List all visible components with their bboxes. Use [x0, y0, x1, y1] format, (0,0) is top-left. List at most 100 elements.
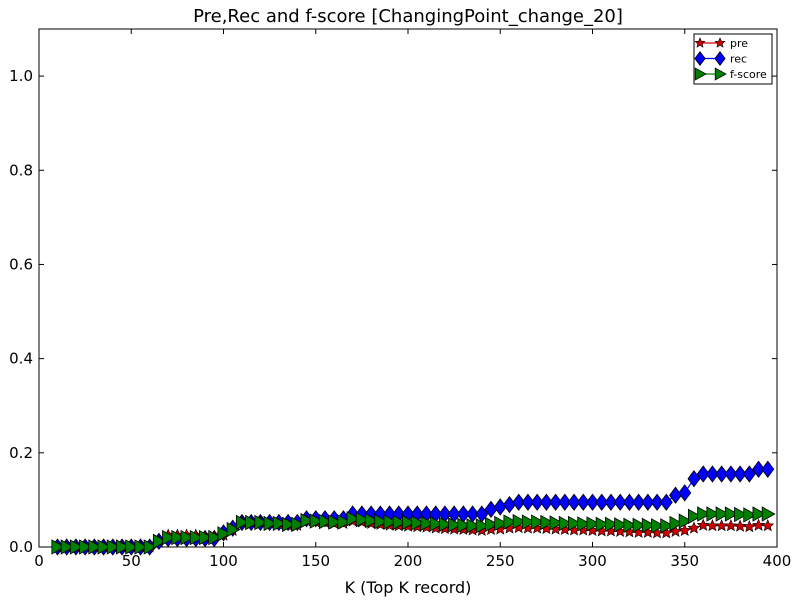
legend-label: pre [730, 37, 748, 50]
data-point-f-score [641, 517, 656, 534]
data-point-f-score [568, 515, 582, 532]
data-point-f-score [577, 516, 592, 532]
data-point-f-score [687, 508, 702, 525]
data-point-f-score [272, 515, 287, 532]
data-point-pre [761, 519, 775, 532]
data-point-rec [696, 465, 710, 483]
data-point-f-score [60, 539, 75, 555]
data-point-f-score [365, 512, 379, 529]
data-point-f-score [51, 539, 66, 555]
data-point-rec [512, 493, 526, 511]
data-point-f-score [457, 517, 472, 534]
legend: pre rec f-score [693, 33, 773, 85]
legend-marker-pre [714, 37, 726, 48]
data-point-f-score [374, 513, 389, 530]
data-point-f-score [226, 521, 241, 538]
x-tick-label: 400 [763, 552, 792, 570]
data-point-f-score [660, 518, 675, 534]
legend-item-pre: pre [694, 37, 748, 50]
y-tick-label: 0.0 [9, 538, 33, 556]
legend-marker-f-score [714, 67, 727, 81]
data-point-f-score [152, 533, 167, 550]
data-point-rec [632, 493, 646, 511]
data-point-rec [586, 493, 599, 511]
x-tick-label: 300 [578, 552, 607, 570]
data-point-rec [576, 493, 590, 511]
legend-marker-rec [694, 51, 706, 66]
x-tick-label: 150 [301, 552, 330, 570]
data-point-pre [687, 521, 701, 534]
data-point-f-score [171, 529, 186, 546]
data-point-f-score [586, 516, 601, 532]
data-point-f-score [134, 539, 149, 555]
data-point-f-score [420, 515, 435, 532]
data-point-rec [742, 465, 756, 483]
data-point-f-score [743, 507, 758, 523]
data-point-f-score [752, 506, 767, 522]
legend-marker-rec [714, 51, 726, 66]
chart-title: Pre,Rec and f-score [ChangingPoint_chang… [193, 6, 623, 27]
data-point-f-score [383, 514, 398, 530]
data-point-f-score [558, 515, 573, 532]
data-point-f-score [540, 514, 555, 531]
data-point-f-score [88, 539, 103, 555]
data-point-rec [567, 493, 581, 511]
x-tick-label: 0 [34, 552, 44, 570]
data-point-f-score [706, 506, 721, 522]
data-point-rec [613, 493, 627, 511]
data-point-f-score [669, 515, 684, 532]
data-point-pre [696, 518, 710, 531]
data-point-rec [549, 493, 563, 511]
x-tick-label: 50 [122, 552, 141, 570]
data-point-rec [724, 465, 738, 483]
data-point-f-score [549, 515, 564, 531]
data-point-f-score [143, 539, 158, 555]
data-point-f-score [466, 518, 481, 534]
data-point-rec [641, 493, 655, 511]
data-point-f-score [79, 539, 93, 555]
data-point-f-score [318, 513, 333, 530]
legend-marker-pre [694, 37, 706, 48]
x-axis-label: K (Top K record) [345, 578, 472, 597]
data-point-f-score [614, 517, 628, 533]
data-point-pre [752, 518, 766, 531]
data-point-f-score [401, 514, 416, 531]
y-tick-label: 0.2 [9, 444, 33, 462]
data-point-pre [724, 519, 738, 532]
data-point-rec [752, 460, 766, 478]
data-point-f-score [199, 529, 213, 546]
data-point-f-score [485, 516, 499, 533]
data-point-f-score [392, 514, 407, 531]
data-point-f-score [429, 516, 444, 532]
data-point-rec [705, 465, 719, 483]
plot-frame [38, 28, 778, 548]
data-point-f-score [438, 516, 453, 533]
data-point-f-score [337, 514, 352, 530]
data-point-f-score [208, 529, 223, 546]
data-point-f-score [494, 515, 509, 532]
data-point-f-score [328, 514, 343, 530]
data-point-f-score [291, 516, 306, 533]
legend-label: rec [730, 53, 747, 66]
data-point-rec [687, 470, 701, 488]
data-point-f-score [604, 516, 619, 533]
data-point-f-score [632, 517, 647, 534]
data-point-f-score [678, 513, 693, 529]
data-point-f-score [245, 514, 259, 531]
data-point-rec [659, 493, 673, 511]
data-point-f-score [651, 518, 665, 534]
legend-marker-f-score [694, 67, 707, 81]
x-tick-label: 350 [670, 552, 699, 570]
legend-item-f-score: f-score [694, 67, 767, 81]
legend-item-rec: rec [694, 51, 747, 66]
data-point-f-score [761, 506, 776, 522]
y-tick-label: 0.6 [9, 255, 33, 273]
data-point-f-score [697, 506, 712, 522]
data-point-f-score [724, 506, 739, 522]
data-point-f-score [217, 526, 232, 542]
data-point-f-score [116, 539, 130, 555]
data-point-f-score [503, 514, 518, 530]
data-point-f-score [448, 517, 462, 533]
data-point-f-score [282, 516, 296, 533]
